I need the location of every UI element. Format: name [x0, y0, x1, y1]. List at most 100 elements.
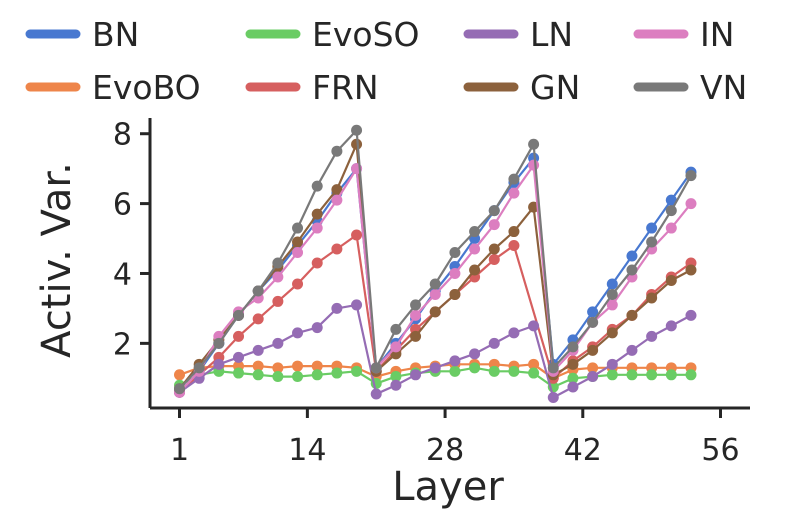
data-point	[351, 365, 363, 377]
data-point	[665, 194, 677, 206]
data-point	[272, 271, 284, 283]
data-point	[508, 173, 520, 185]
data-point	[351, 124, 363, 136]
legend-label: GN	[530, 68, 580, 107]
legend-item-evobo: EvoBO	[25, 68, 201, 107]
data-point	[646, 292, 658, 304]
legend-label: IN	[700, 15, 734, 54]
data-point	[370, 388, 382, 400]
data-point	[311, 257, 323, 269]
legend-label: VN	[700, 68, 747, 107]
x-tick-label: 1	[170, 433, 189, 468]
data-point	[272, 337, 284, 349]
data-point	[351, 138, 363, 150]
legend-label: EvoBO	[92, 68, 201, 107]
data-point	[547, 392, 559, 404]
data-point	[626, 264, 638, 276]
data-point	[331, 367, 343, 379]
data-point	[587, 371, 599, 383]
data-point	[311, 360, 323, 372]
data-point	[469, 362, 481, 374]
data-point	[252, 285, 264, 297]
data-point	[390, 379, 402, 391]
data-point	[410, 369, 422, 381]
data-point	[252, 344, 264, 356]
data-point	[528, 159, 540, 171]
series-ln	[174, 299, 697, 404]
data-point	[587, 306, 599, 318]
data-point	[665, 222, 677, 234]
data-point	[233, 367, 245, 379]
data-point	[233, 330, 245, 342]
series-line	[178, 157, 692, 394]
data-point	[646, 236, 658, 248]
data-point	[488, 337, 500, 349]
data-point	[685, 369, 697, 381]
data-point	[311, 369, 323, 381]
data-point	[252, 369, 264, 381]
data-point	[331, 243, 343, 255]
data-point	[449, 355, 461, 367]
data-point	[311, 180, 323, 192]
y-tick-label: 2	[113, 327, 132, 362]
data-point	[429, 306, 441, 318]
data-point	[292, 371, 304, 383]
y-tick-label: 6	[113, 188, 132, 223]
data-point	[606, 299, 618, 311]
data-point	[370, 362, 382, 374]
legend-label: EvoSO	[312, 15, 420, 54]
data-point	[351, 299, 363, 311]
data-point	[469, 226, 481, 238]
data-point	[272, 257, 284, 269]
series-in	[174, 159, 697, 398]
data-point	[488, 205, 500, 217]
data-point	[233, 351, 245, 363]
plot-lines	[174, 124, 697, 404]
data-point	[449, 247, 461, 259]
data-point	[469, 348, 481, 360]
data-point	[488, 219, 500, 231]
x-tick-label: 42	[564, 433, 602, 468]
data-point	[606, 358, 618, 370]
data-point	[567, 381, 579, 393]
data-point	[233, 309, 245, 321]
data-point	[292, 247, 304, 259]
data-point	[488, 243, 500, 255]
data-point	[646, 330, 658, 342]
data-point	[331, 302, 343, 314]
data-point	[429, 362, 441, 374]
data-point	[626, 344, 638, 356]
data-point	[508, 187, 520, 199]
data-point	[390, 371, 402, 383]
data-point	[508, 240, 520, 252]
data-point	[606, 288, 618, 300]
data-point	[213, 337, 225, 349]
data-point	[331, 184, 343, 196]
data-point	[508, 365, 520, 377]
data-point	[469, 264, 481, 276]
data-point	[272, 362, 284, 374]
data-point	[292, 278, 304, 290]
data-point	[626, 369, 638, 381]
data-point	[390, 341, 402, 353]
legend-item-ln: LN	[463, 15, 573, 54]
y-tick-label: 8	[113, 118, 132, 153]
data-point	[508, 327, 520, 339]
data-point	[449, 365, 461, 377]
data-point	[311, 208, 323, 220]
data-point	[587, 316, 599, 328]
data-point	[685, 264, 697, 276]
data-point	[213, 358, 225, 370]
data-point	[410, 330, 422, 342]
data-point	[351, 229, 363, 241]
data-point	[685, 198, 697, 210]
data-point	[685, 309, 697, 321]
data-point	[390, 323, 402, 335]
legend-item-frn: FRN	[245, 68, 379, 107]
data-point	[528, 138, 540, 150]
x-tick-label: 56	[701, 433, 739, 468]
x-axis-label: Layer	[392, 464, 504, 510]
data-point	[488, 365, 500, 377]
data-point	[528, 358, 540, 370]
